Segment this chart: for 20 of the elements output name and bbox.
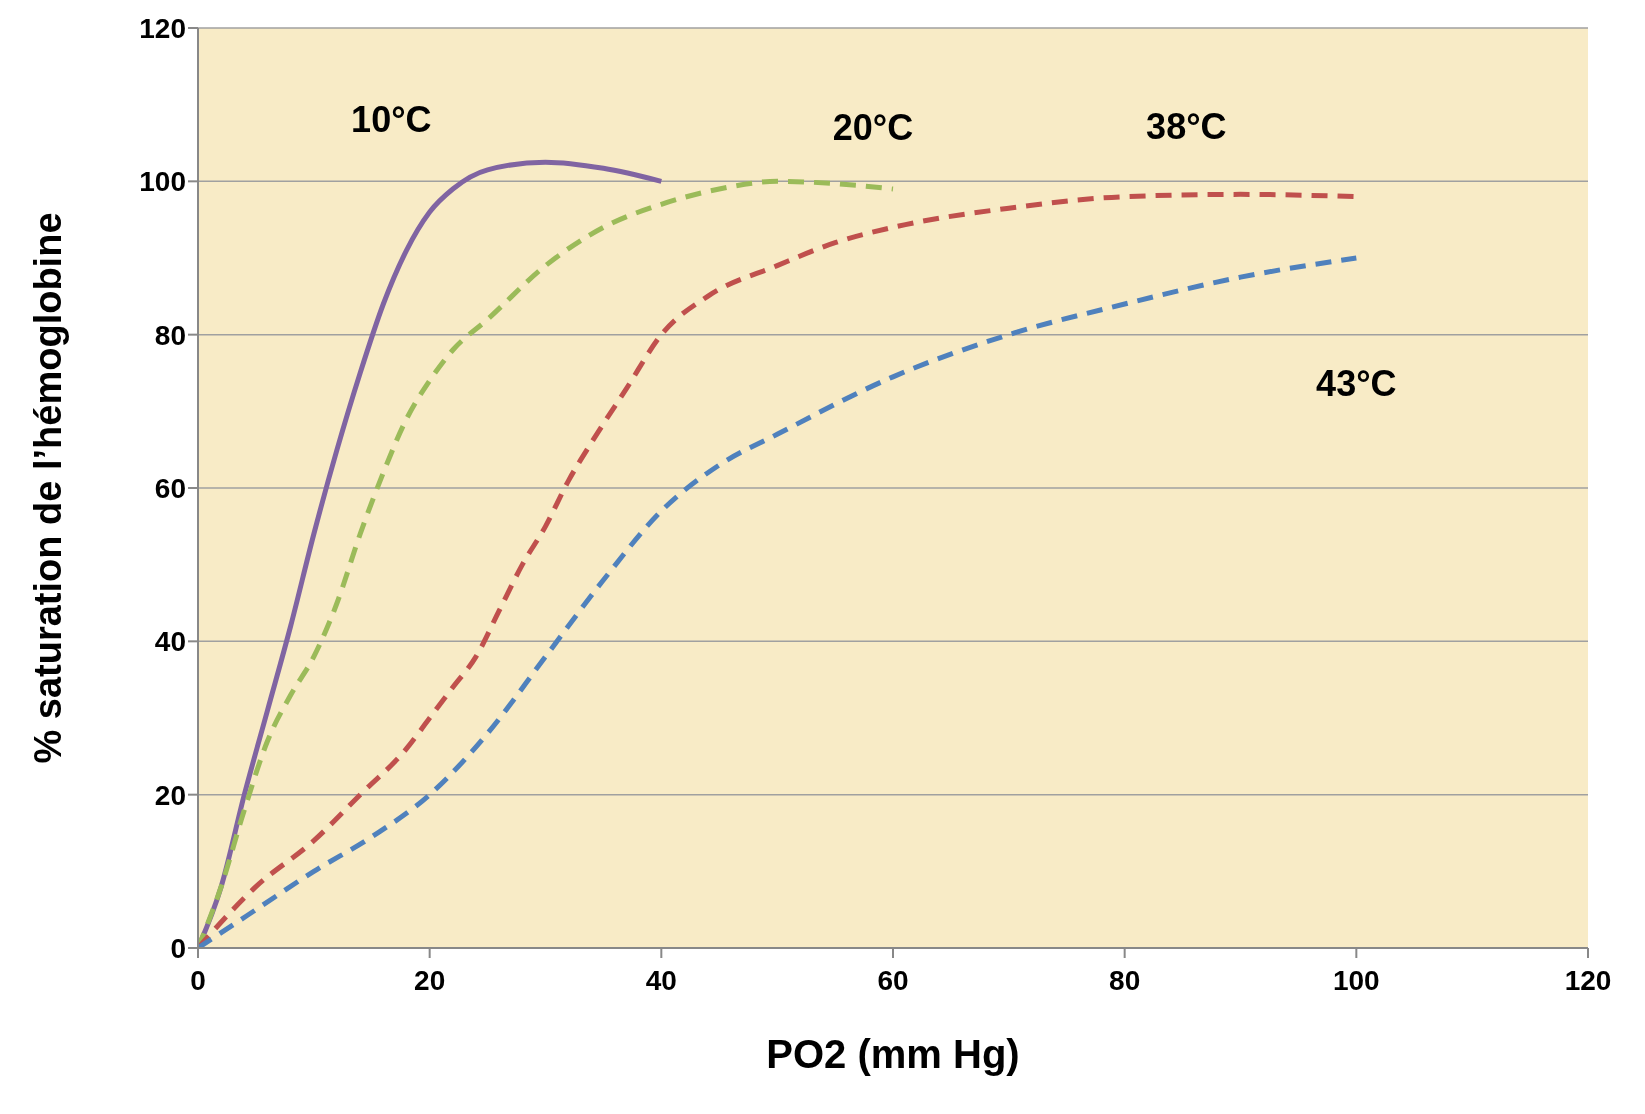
y-tick-label: 40	[154, 626, 186, 658]
y-axis-title: % saturation de l’hémoglobine	[27, 212, 70, 764]
y-tick-label: 120	[139, 12, 186, 44]
x-tick-label: 80	[1109, 964, 1141, 996]
x-tick-label: 0	[190, 964, 206, 996]
x-tick-label: 100	[1332, 964, 1380, 996]
y-tick-label: 60	[154, 472, 186, 504]
y-tick-label: 0	[170, 932, 186, 964]
y-tick-label: 100	[139, 166, 186, 198]
series-label: 20°C	[832, 106, 914, 148]
y-tick-label: 20	[154, 779, 186, 811]
series-label: 10°C	[351, 98, 432, 140]
text: 43°C	[1316, 362, 1397, 404]
x-tick-label: 60	[877, 964, 909, 996]
series-label: 38°C	[1146, 106, 1227, 148]
x-tick-label: 40	[645, 964, 677, 996]
x-tick-label: 20	[414, 964, 446, 996]
x-tick-label: 120	[1564, 964, 1612, 996]
x-axis-title: PO2 (mm Hg)	[766, 1032, 1020, 1076]
y-tick-label: 80	[154, 319, 186, 351]
